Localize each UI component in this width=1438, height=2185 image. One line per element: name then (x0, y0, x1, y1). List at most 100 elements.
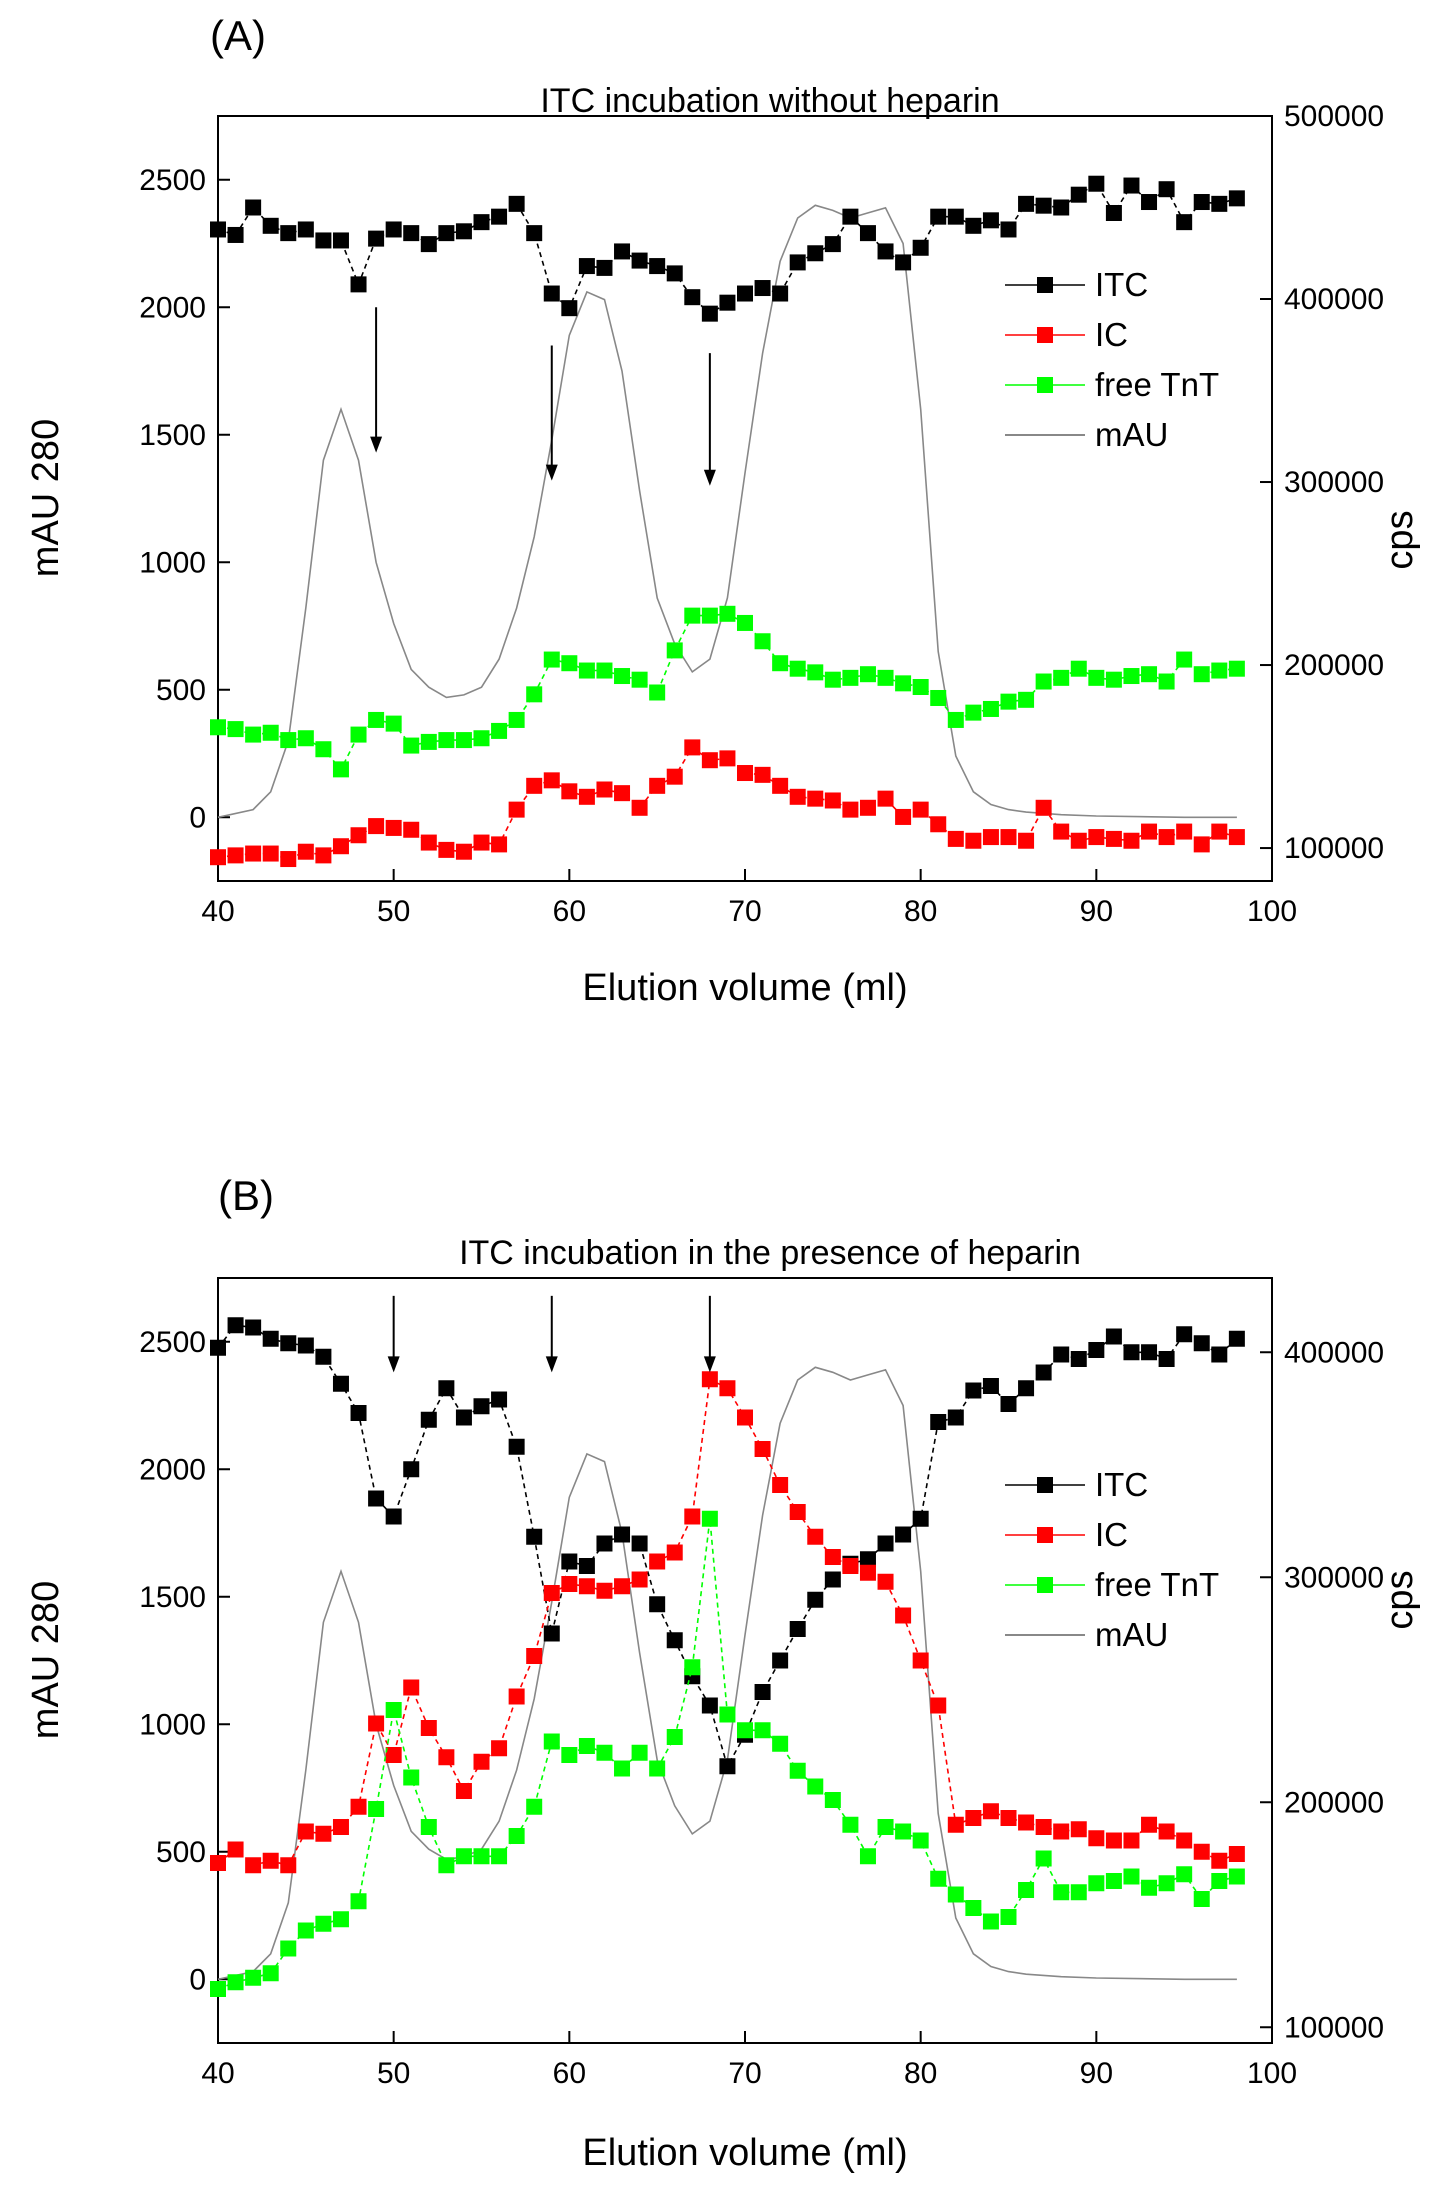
panel-b-series-itc-point (385, 1508, 402, 1525)
panel-a-series-itc-point (578, 258, 595, 275)
panel-a-legend-label-mau: mAU (1095, 416, 1168, 453)
panel-a-arrows (370, 307, 716, 486)
panel-a-series-free-tnt-point (789, 660, 806, 677)
panel-a-series-ic-point (315, 847, 332, 864)
panel-b-x-tick-label: 100 (1247, 2057, 1297, 2090)
panel-a-series-free-tnt-point (859, 666, 876, 683)
panel-b-legend-swatch-free-tnt (1037, 1577, 1053, 1593)
panel-b-series-free-tnt-point (561, 1747, 578, 1763)
panel-a-series-itc-point (754, 280, 771, 297)
panel-a-series-itc-point (1105, 204, 1122, 221)
panel-a-series-free-tnt-point (403, 737, 420, 754)
panel-a-series-mau-line (217, 204, 1237, 819)
panel-a-series-itc-point (1000, 221, 1017, 238)
panel-b-series-ic-point (438, 1749, 455, 1766)
panel-a-series-free-tnt-point (227, 721, 244, 738)
panel-a-legend-item-ic: IC (1005, 316, 1128, 353)
panel-b-series-free-tnt-point (262, 1965, 279, 1982)
panel-b-series-itc-point (1088, 1342, 1105, 1358)
panel-a-series-itc-point (315, 232, 332, 249)
panel-b-series-ic-point (455, 1783, 472, 1799)
panel-b-series-free-tnt-point (1193, 1891, 1210, 1907)
panel-b-series-free-tnt-point (684, 1659, 701, 1676)
panel-a-series-ic-point (719, 750, 736, 767)
panel-a-series-ic-point (210, 849, 226, 866)
panel-a-series-ic-point (1193, 836, 1210, 853)
panel-a-series-free-tnt-point (842, 669, 859, 686)
panel-b-series-itc-point (719, 1758, 736, 1775)
panel-a-series-free-tnt-point (1176, 651, 1193, 668)
panel-b-x-tick-label: 50 (377, 2057, 410, 2090)
panel-a-label: (A) (210, 12, 266, 59)
panel-a-series-ic-point (877, 790, 894, 807)
panel-a-series-itc-point (332, 232, 349, 249)
panel-b-series-ic-point (1000, 1810, 1017, 1826)
panel-a-series-free-tnt-point (666, 642, 683, 659)
panel-b-series-ic-point (385, 1747, 402, 1763)
panel-a-series-itc-point (1088, 175, 1105, 192)
panel-b-series-ic-point (965, 1810, 982, 1826)
panel-a-series-itc-point (789, 254, 806, 271)
panel-a-series-ic-point (491, 836, 508, 853)
panel-b-series-free-tnt-point (649, 1760, 666, 1777)
panel-b-legend-item-ic: IC (1005, 1516, 1128, 1553)
panel-b-series-ic-point (1211, 1852, 1228, 1869)
panel-b-series-itc-point (1176, 1326, 1193, 1343)
panel-b-series-free-tnt-line (217, 1518, 1238, 1990)
panel-b-series-free-tnt-point (526, 1798, 543, 1815)
panel-a-series-ic-point (1211, 823, 1228, 840)
panel-a-series-free-tnt-point (649, 684, 666, 701)
panel-b-series-free-tnt-point (614, 1760, 631, 1777)
panel-a-series-ic-point (1141, 823, 1158, 840)
panel-a-series-free-tnt-point (824, 671, 841, 688)
panel-b-x-axis-label: Elution volume (ml) (582, 2132, 907, 2174)
panel-a-series-itc-point (1158, 181, 1175, 198)
panel-b-series-ic-point (350, 1798, 367, 1815)
panel-a-series-ic-point (262, 845, 279, 862)
panel-a-series-itc-point (297, 221, 314, 238)
panel-a-series-free-tnt-point (543, 651, 560, 668)
panel-a-series-ic-point (1228, 829, 1245, 846)
panel-b-y-tick-label: 0 (189, 1963, 206, 1996)
panel-b-y-right-tick-label: 300000 (1284, 1561, 1384, 1594)
panel-a-series-itc-point (649, 258, 666, 275)
panel-b-series-ic-point (614, 1578, 631, 1595)
panel-a-x-tick-label: 60 (553, 895, 586, 928)
panel-b-series-itc-point (701, 1697, 718, 1714)
panel-a-series-ic-point (332, 838, 349, 855)
panel-a-series-itc-point (877, 243, 894, 260)
panel-a-series-free-tnt-point (684, 607, 701, 624)
panel-b-y-right-tick-label: 400000 (1284, 1336, 1384, 1369)
panel-a-series-free-tnt-point (315, 741, 332, 758)
panel-a-series-itc-point (227, 226, 244, 243)
panel-a-series-ic-point (824, 792, 841, 809)
panel-b-annotation-arrow (545, 1295, 558, 1373)
panel-b-y-tick-label: 500 (156, 1836, 206, 1869)
panel-b-series-free-tnt-point (385, 1702, 402, 1718)
panel-b-series-ic-point (947, 1816, 964, 1833)
panel-b-series-itc-point (350, 1405, 367, 1421)
panel-b-title: ITC incubation in the presence of hepari… (459, 1234, 1081, 1272)
panel-a-series-itc-point (1228, 190, 1245, 207)
panel-a-series-ic-point (930, 816, 947, 833)
panel-a-series-ic-point (789, 788, 806, 805)
panel-a-y-right-tick-label: 400000 (1284, 283, 1384, 316)
panel-b-series-free-tnt-point (719, 1706, 736, 1723)
panel-a-series-ic-point (912, 801, 929, 818)
panel-b-y-tick-label: 2000 (139, 1453, 206, 1486)
panel-b-series-ic-point (227, 1841, 244, 1858)
panel-a-series-ic-point (596, 781, 613, 798)
panel-b-series-ic-point (789, 1504, 806, 1520)
panel-b-series-ic-point (508, 1688, 525, 1705)
panel-a-series-itc-point (1035, 197, 1052, 214)
panel-a-annotation-arrow (545, 345, 558, 481)
panel-b-series-ic-point (332, 1819, 349, 1835)
panel-b-series-ic-point (245, 1857, 262, 1874)
panel-a-series-itc-point (491, 208, 508, 225)
panel-a-ticks: 40 50 60 70 80 90 1000500100015002000250010000… (139, 100, 1384, 928)
panel-b-series-ic-point (1176, 1832, 1193, 1849)
panel-b-series-free-tnt-point (772, 1735, 789, 1752)
panel-b-series-itc-point (403, 1461, 420, 1478)
panel-a-series-free-tnt-point (1141, 666, 1158, 683)
panel-b-series-free-tnt-point (666, 1729, 683, 1745)
